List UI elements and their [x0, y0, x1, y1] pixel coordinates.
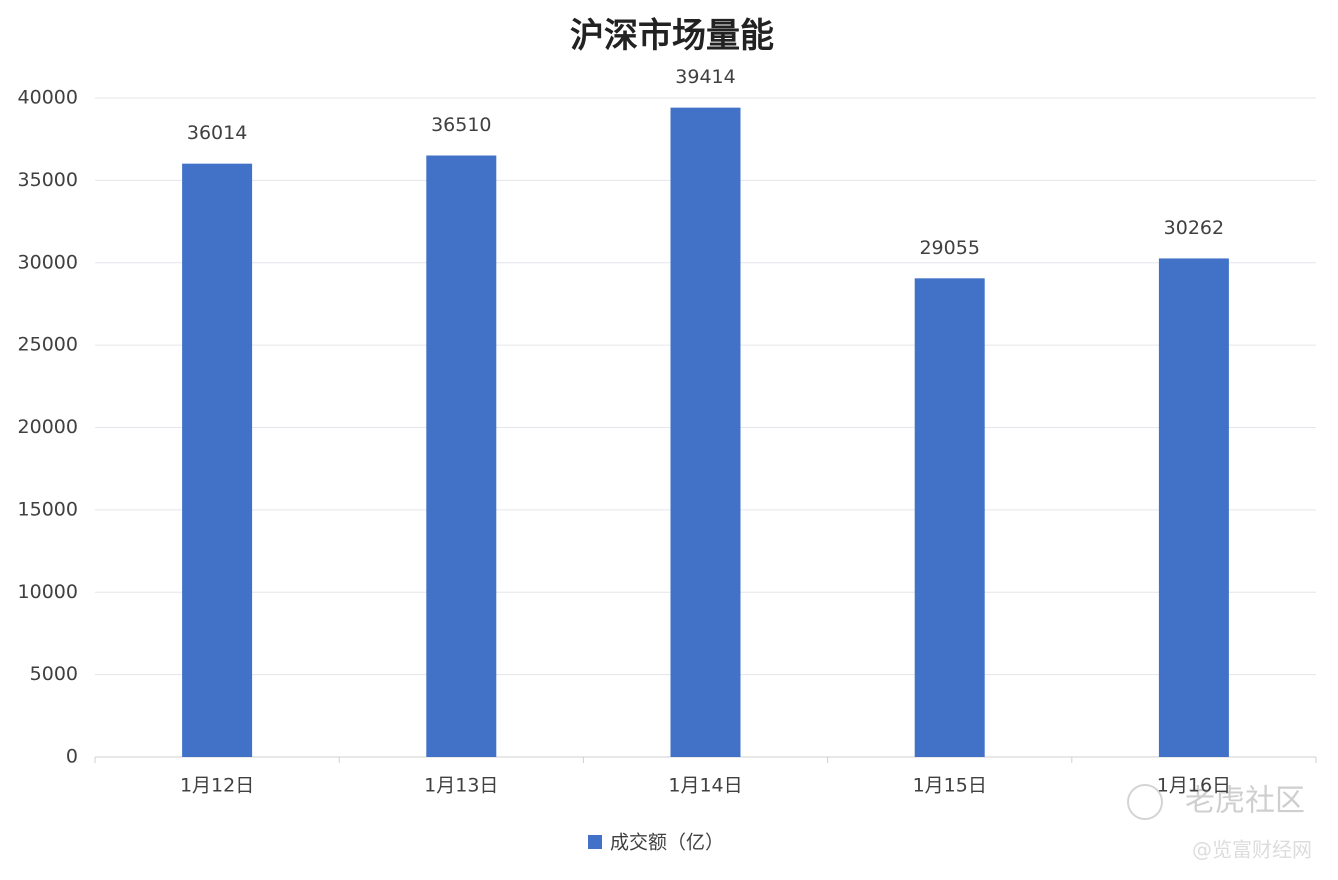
watermark: @览富财经网 [1192, 838, 1312, 862]
legend-label: 成交额（亿） [610, 832, 724, 854]
bar [426, 155, 497, 758]
bar [1158, 258, 1229, 757]
data-label: 30262 [1164, 217, 1224, 239]
data-label: 29055 [919, 237, 979, 259]
bar [670, 107, 741, 757]
y-tick-label: 20000 [18, 416, 78, 438]
y-tick-label: 25000 [18, 334, 78, 356]
x-tick-label: 1月13日 [424, 775, 498, 797]
x-tick-label: 1月14日 [668, 775, 742, 797]
y-tick-label: 30000 [18, 251, 78, 273]
data-label: 39414 [675, 66, 735, 88]
y-tick-label: 0 [66, 746, 78, 768]
y-tick-label: 5000 [30, 663, 78, 685]
x-tick-label: 1月12日 [180, 775, 254, 797]
legend-swatch [588, 835, 602, 849]
data-label: 36510 [431, 114, 491, 136]
watermark: 老虎社区 [1185, 784, 1305, 819]
y-tick-label: 40000 [18, 87, 78, 109]
y-tick-label: 15000 [18, 498, 78, 520]
y-tick-label: 10000 [18, 581, 78, 603]
chart-title: 沪深市场量能 [570, 16, 774, 56]
bar [182, 163, 253, 757]
x-tick-label: 1月15日 [913, 775, 987, 797]
data-label: 36014 [187, 122, 247, 144]
x-tick-label: 1月16日 [1157, 775, 1231, 797]
y-tick-label: 35000 [18, 169, 78, 191]
watermark-icon [1127, 784, 1163, 820]
bar [914, 278, 985, 757]
